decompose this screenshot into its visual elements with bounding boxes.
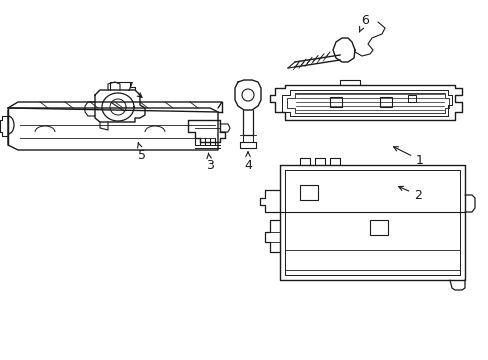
Text: 1: 1	[393, 147, 423, 166]
Text: 2: 2	[398, 186, 421, 202]
Text: 7: 7	[126, 81, 142, 97]
Text: 5: 5	[137, 143, 146, 162]
Bar	[299, 185, 317, 200]
Bar	[407, 95, 415, 102]
Bar	[369, 220, 387, 235]
Text: 4: 4	[244, 152, 251, 171]
Bar	[329, 97, 341, 107]
Text: 6: 6	[359, 14, 368, 32]
Text: 3: 3	[205, 153, 214, 171]
Bar	[379, 97, 391, 107]
